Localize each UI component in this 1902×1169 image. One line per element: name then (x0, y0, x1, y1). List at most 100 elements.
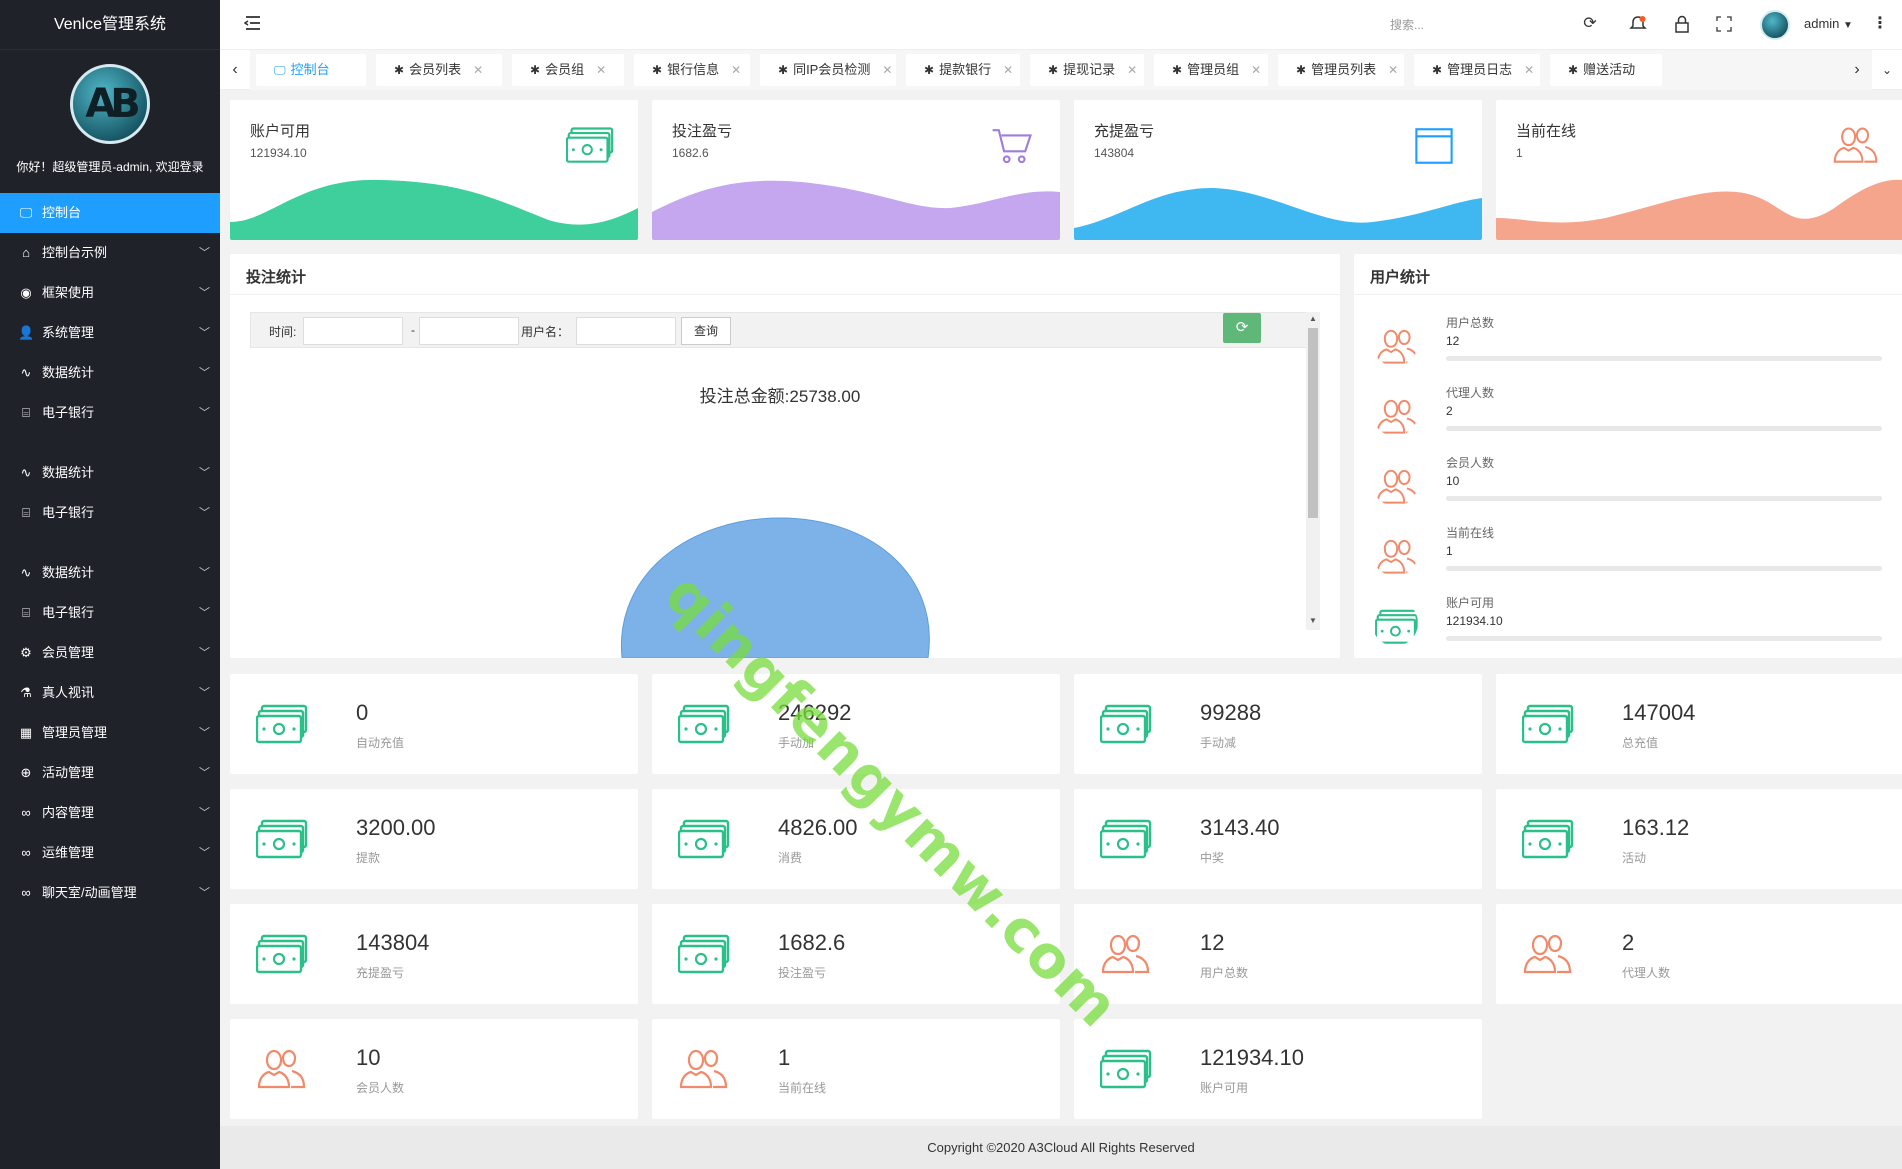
close-icon[interactable]: ✕ (1251, 63, 1262, 77)
tab-label: 管理员日志 (1447, 62, 1513, 77)
stat-card: 246292 手动加 (652, 674, 1060, 774)
app-title: Venlce管理系统 (0, 0, 220, 50)
chevron-down-icon: ﹀ (199, 847, 210, 859)
sidebar-item[interactable]: ⚗ 真人视讯 ﹀ (0, 673, 220, 713)
money-icon (256, 934, 308, 976)
username-input[interactable] (576, 317, 676, 345)
menu-toggle-icon[interactable] (244, 14, 262, 32)
sidebar-item-label: 聊天室/动画管理 (42, 885, 137, 900)
more-vertical-icon[interactable]: ⋮ (1872, 15, 1888, 32)
scroll-thumb[interactable] (1308, 328, 1318, 518)
tab-icon: ✱ (1048, 63, 1059, 77)
tab[interactable]: ✱ 提款银行 ✕ (906, 54, 1020, 86)
sidebar-item[interactable]: ▦ 管理员管理 ﹀ (0, 713, 220, 753)
users-icon (1372, 390, 1418, 436)
sidebar-item[interactable]: ⌂ 控制台示例 ﹀ (0, 233, 220, 273)
tab-label: 赠送活动 (1583, 62, 1636, 77)
sidebar-item[interactable]: 👤 系统管理 ﹀ (0, 313, 220, 353)
search-input[interactable]: 搜索... (1390, 18, 1425, 32)
stat-value: 143804 (356, 930, 430, 955)
close-icon[interactable]: ✕ (731, 63, 742, 77)
refresh-icon[interactable]: ⟳ (1583, 15, 1597, 32)
sidebar-item[interactable]: ⌸ 电子银行 ﹀ (0, 393, 220, 433)
start-time-input[interactable] (303, 317, 403, 345)
sidebar-item[interactable]: ⌸ 电子银行 ﹀ (0, 493, 220, 533)
close-icon[interactable]: ✕ (1003, 63, 1014, 77)
tab-prev-icon[interactable]: ‹ (232, 61, 238, 78)
avatar[interactable] (1760, 10, 1790, 40)
scrollbar[interactable]: ▲ ▼ (1306, 312, 1320, 630)
stat-label: 总充值 (1622, 736, 1659, 750)
stat-card: 3143.40 中奖 (1074, 789, 1482, 889)
query-button[interactable]: 查询 (681, 317, 732, 345)
sidebar-item[interactable]: ◉ 框架使用 ﹀ (0, 273, 220, 313)
stat-card: 0 自动充值 (230, 674, 638, 774)
user-stats-panel: 用户统计 用户总数 12 代理人数 2 会员人数 10 当前在线 1 账户可用 121934.10 (1354, 254, 1902, 658)
sidebar-item[interactable]: ∿ 数据统计 ﹀ (0, 553, 220, 593)
chevron-down-icon: ﹀ (199, 327, 210, 339)
welcome-text: 你好！超级管理员-admin, 欢迎登录 (16, 160, 204, 174)
tab[interactable]: ✱ 管理员列表 ✕ (1278, 54, 1404, 86)
chevron-down-icon: ﹀ (199, 647, 210, 659)
tab[interactable]: ✱ 提现记录 ✕ (1030, 54, 1144, 86)
sidebar-item[interactable]: ∞ 聊天室/动画管理 ﹀ (0, 873, 220, 913)
close-icon[interactable]: ✕ (473, 63, 484, 77)
user-name: admin (1804, 16, 1840, 31)
tab-menu-icon[interactable]: ⌄ (1881, 63, 1893, 77)
tab[interactable]: 🖵 控制台 (256, 54, 366, 86)
chevron-down-icon: ﹀ (199, 367, 210, 379)
tab-icon: ✱ (1296, 63, 1307, 77)
tab-next-icon[interactable]: › (1854, 61, 1860, 78)
tab-label: 提现记录 (1063, 62, 1116, 77)
close-icon[interactable]: ✕ (1388, 63, 1399, 77)
sidebar-item-label: 数据统计 (42, 365, 95, 380)
close-icon[interactable]: ✕ (1127, 63, 1138, 77)
sidebar-item-label: 电子银行 (42, 405, 95, 420)
close-icon[interactable]: ✕ (1524, 63, 1535, 77)
user-menu[interactable]: admin ▼ (1804, 16, 1853, 31)
stat-value: 4826.00 (778, 815, 858, 840)
tab-label: 会员列表 (409, 62, 462, 77)
sidebar-item[interactable]: ⊕ 活动管理 ﹀ (0, 753, 220, 793)
tab[interactable]: ✱ 会员列表 ✕ (376, 54, 502, 86)
sidebar-item-label: 数据统计 (42, 565, 95, 580)
bell-icon[interactable] (1628, 14, 1648, 34)
sidebar-item[interactable]: 🖵 控制台 (0, 193, 220, 233)
tab-bar: ‹ 🖵 控制台 ✱ 会员列表 ✕ ✱ 会员组 ✕ ✱ 银行信息 ✕ ✱ 同IP会员检测 ✕ ✱ 提款银行 ✕ ✱ 提… (220, 50, 1902, 90)
refresh-button[interactable]: ⟳ (1223, 313, 1261, 343)
lock-icon[interactable] (1672, 14, 1692, 34)
stat-card: 163.12 活动 (1496, 789, 1902, 889)
stat-value: 246292 (778, 700, 852, 725)
tab[interactable]: ✱ 管理员日志 ✕ (1414, 54, 1540, 86)
chevron-down-icon: ﹀ (199, 467, 210, 479)
sidebar-item-label: 电子银行 (42, 605, 95, 620)
tab[interactable]: ✱ 赠送活动 (1550, 54, 1662, 86)
stat-value: 3143.40 (1200, 815, 1280, 840)
sidebar-item[interactable]: ⚙ 会员管理 ﹀ (0, 633, 220, 673)
tab[interactable]: ✱ 同IP会员检测 ✕ (760, 54, 896, 86)
tab-label: 提款银行 (939, 62, 992, 77)
users-icon (1372, 530, 1418, 576)
fullscreen-icon[interactable] (1714, 14, 1734, 34)
menu-spacer (0, 533, 220, 553)
tab[interactable]: ✱ 银行信息 ✕ (634, 54, 750, 86)
grid-icon: ▦ (19, 725, 33, 740)
sidebar-item[interactable]: ∞ 运维管理 ﹀ (0, 833, 220, 873)
chevron-down-icon: ﹀ (199, 767, 210, 779)
close-icon[interactable]: ✕ (882, 63, 893, 77)
scroll-up-icon[interactable]: ▲ (1309, 314, 1317, 323)
scroll-down-icon[interactable]: ▼ (1309, 616, 1317, 625)
user-stat-value: 12 (1446, 334, 1460, 348)
sidebar-item[interactable]: ⌸ 电子银行 ﹀ (0, 593, 220, 633)
tab[interactable]: ✱ 管理员组 ✕ (1154, 54, 1268, 86)
stat-card: 147004 总充值 (1496, 674, 1902, 774)
sidebar-item[interactable]: ∿ 数据统计 ﹀ (0, 353, 220, 393)
chevron-down-icon: ﹀ (199, 607, 210, 619)
close-icon[interactable]: ✕ (596, 63, 607, 77)
end-time-input[interactable] (419, 317, 519, 345)
sidebar: Venlce管理系统 AB 你好！超级管理员-admin, 欢迎登录 🖵 控制台 ⌂… (0, 0, 220, 1169)
tab[interactable]: ✱ 会员组 ✕ (512, 54, 624, 86)
sidebar-item[interactable]: ∞ 内容管理 ﹀ (0, 793, 220, 833)
sidebar-item[interactable]: ∿ 数据统计 ﹀ (0, 453, 220, 493)
tab-label: 控制台 (290, 62, 330, 77)
